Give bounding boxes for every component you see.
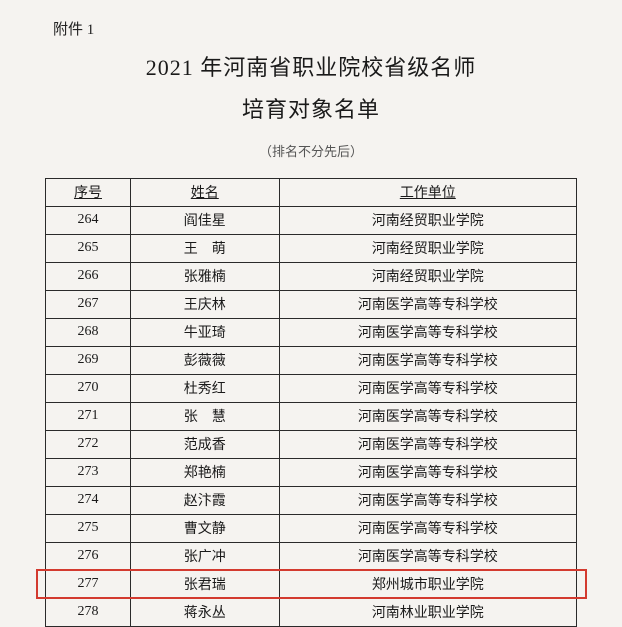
table-row: 268牛亚琦河南医学高等专科学校 bbox=[46, 318, 577, 346]
table-row: 278蒋永丛河南林业职业学院 bbox=[46, 598, 577, 626]
table-header-row: 序号 姓名 工作单位 bbox=[46, 178, 577, 206]
col-header-name: 姓名 bbox=[130, 178, 279, 206]
cell-name: 张广冲 bbox=[130, 542, 279, 570]
table-row: 265王 萌河南经贸职业学院 bbox=[46, 234, 577, 262]
cell-name: 杜秀红 bbox=[130, 374, 279, 402]
cell-num: 277 bbox=[46, 570, 131, 598]
table-row: 270杜秀红河南医学高等专科学校 bbox=[46, 374, 577, 402]
table-row: 275曹文静河南医学高等专科学校 bbox=[46, 514, 577, 542]
table-row: 271张 慧河南医学高等专科学校 bbox=[46, 402, 577, 430]
cell-name: 牛亚琦 bbox=[130, 318, 279, 346]
cell-num: 278 bbox=[46, 598, 131, 626]
cell-num: 264 bbox=[46, 206, 131, 234]
cell-name: 郑艳楠 bbox=[130, 458, 279, 486]
cell-name: 曹文静 bbox=[130, 514, 279, 542]
cell-unit: 河南医学高等专科学校 bbox=[279, 402, 576, 430]
cell-unit: 河南医学高等专科学校 bbox=[279, 542, 576, 570]
cell-num: 268 bbox=[46, 318, 131, 346]
cell-unit: 河南医学高等专科学校 bbox=[279, 458, 576, 486]
table-row: 276张广冲河南医学高等专科学校 bbox=[46, 542, 577, 570]
cell-num: 271 bbox=[46, 402, 131, 430]
subnote: （排名不分先后） bbox=[45, 141, 577, 160]
cell-name: 张雅楠 bbox=[130, 262, 279, 290]
cell-unit: 河南医学高等专科学校 bbox=[279, 374, 576, 402]
cell-num: 269 bbox=[46, 346, 131, 374]
cell-num: 270 bbox=[46, 374, 131, 402]
document-page: 附件 1 2021 年河南省职业院校省级名师 培育对象名单 （排名不分先后） 序… bbox=[0, 0, 622, 627]
table-row: 274赵汴霞河南医学高等专科学校 bbox=[46, 486, 577, 514]
table-row: 273郑艳楠河南医学高等专科学校 bbox=[46, 458, 577, 486]
cell-name: 阎佳星 bbox=[130, 206, 279, 234]
cell-num: 272 bbox=[46, 430, 131, 458]
cell-num: 267 bbox=[46, 290, 131, 318]
cell-num: 273 bbox=[46, 458, 131, 486]
cell-unit: 河南医学高等专科学校 bbox=[279, 514, 576, 542]
cell-unit: 河南医学高等专科学校 bbox=[279, 486, 576, 514]
cell-num: 274 bbox=[46, 486, 131, 514]
table-row: 264阎佳星河南经贸职业学院 bbox=[46, 206, 577, 234]
cell-unit: 河南医学高等专科学校 bbox=[279, 290, 576, 318]
cell-num: 275 bbox=[46, 514, 131, 542]
cell-num: 265 bbox=[46, 234, 131, 262]
cell-unit: 河南经贸职业学院 bbox=[279, 234, 576, 262]
cell-name: 王 萌 bbox=[130, 234, 279, 262]
col-header-num: 序号 bbox=[46, 178, 131, 206]
cell-unit: 河南医学高等专科学校 bbox=[279, 318, 576, 346]
col-header-unit: 工作单位 bbox=[279, 178, 576, 206]
cell-unit: 河南医学高等专科学校 bbox=[279, 346, 576, 374]
roster-table: 序号 姓名 工作单位 264阎佳星河南经贸职业学院265王 萌河南经贸职业学院2… bbox=[45, 178, 577, 627]
cell-unit: 河南林业职业学院 bbox=[279, 598, 576, 626]
cell-name: 彭薇薇 bbox=[130, 346, 279, 374]
cell-unit: 河南经贸职业学院 bbox=[279, 262, 576, 290]
cell-unit: 郑州城市职业学院 bbox=[279, 570, 576, 598]
attachment-label: 附件 1 bbox=[53, 18, 577, 39]
cell-name: 王庆林 bbox=[130, 290, 279, 318]
cell-name: 张君瑞 bbox=[130, 570, 279, 598]
title-line-1: 2021 年河南省职业院校省级名师 bbox=[45, 47, 577, 89]
cell-name: 蒋永丛 bbox=[130, 598, 279, 626]
title-line-2: 培育对象名单 bbox=[45, 89, 577, 131]
table-row: 277张君瑞郑州城市职业学院 bbox=[46, 570, 577, 598]
table-row: 266张雅楠河南经贸职业学院 bbox=[46, 262, 577, 290]
title-block: 2021 年河南省职业院校省级名师 培育对象名单 bbox=[45, 47, 577, 131]
cell-name: 范成香 bbox=[130, 430, 279, 458]
cell-unit: 河南医学高等专科学校 bbox=[279, 430, 576, 458]
table-row: 272范成香河南医学高等专科学校 bbox=[46, 430, 577, 458]
table-row: 269彭薇薇河南医学高等专科学校 bbox=[46, 346, 577, 374]
cell-num: 276 bbox=[46, 542, 131, 570]
cell-unit: 河南经贸职业学院 bbox=[279, 206, 576, 234]
cell-num: 266 bbox=[46, 262, 131, 290]
table-row: 267王庆林河南医学高等专科学校 bbox=[46, 290, 577, 318]
cell-name: 赵汴霞 bbox=[130, 486, 279, 514]
cell-name: 张 慧 bbox=[130, 402, 279, 430]
